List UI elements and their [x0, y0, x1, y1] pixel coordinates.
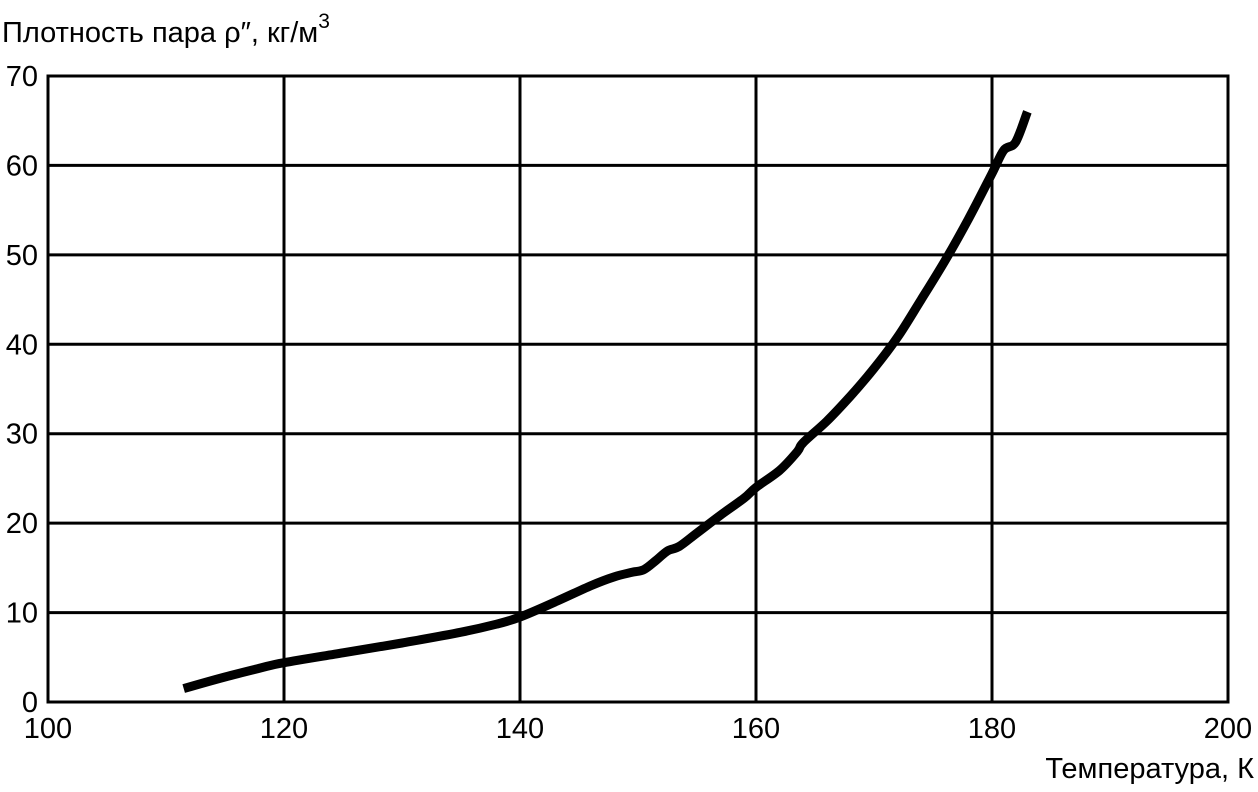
y-axis-label-superscript: 3: [318, 10, 330, 33]
x-axis-label: Температура, К: [1045, 753, 1254, 785]
y-tick-label: 60: [6, 150, 38, 182]
y-tick-label: 70: [6, 61, 38, 93]
y-tick-label: 10: [6, 598, 38, 630]
y-axis-label-main: Плотность пара ρ″, кг/м: [2, 17, 318, 49]
y-tick-label: 40: [6, 329, 38, 361]
x-tick-label: 200: [1204, 713, 1252, 745]
series-line: [182, 110, 1032, 693]
series-layer: [182, 110, 1032, 693]
y-tick-label: 0: [22, 687, 38, 719]
y-tick-label: 50: [6, 240, 38, 272]
grid: [48, 76, 1228, 702]
x-tick-label: 100: [24, 713, 72, 745]
x-tick-label: 180: [968, 713, 1016, 745]
x-tick-label: 120: [260, 713, 308, 745]
x-tick-label: 140: [496, 713, 544, 745]
y-axis-label: Плотность пара ρ″, кг/м3: [2, 10, 330, 49]
tick-labels: 100 120 140 160 180 200 0 10 20 30 40 50 60 70: [6, 61, 1252, 745]
plot-frame: [46, 74, 1230, 704]
y-tick-label: 30: [6, 419, 38, 451]
x-tick-label: 160: [732, 713, 780, 745]
y-tick-label: 20: [6, 508, 38, 540]
